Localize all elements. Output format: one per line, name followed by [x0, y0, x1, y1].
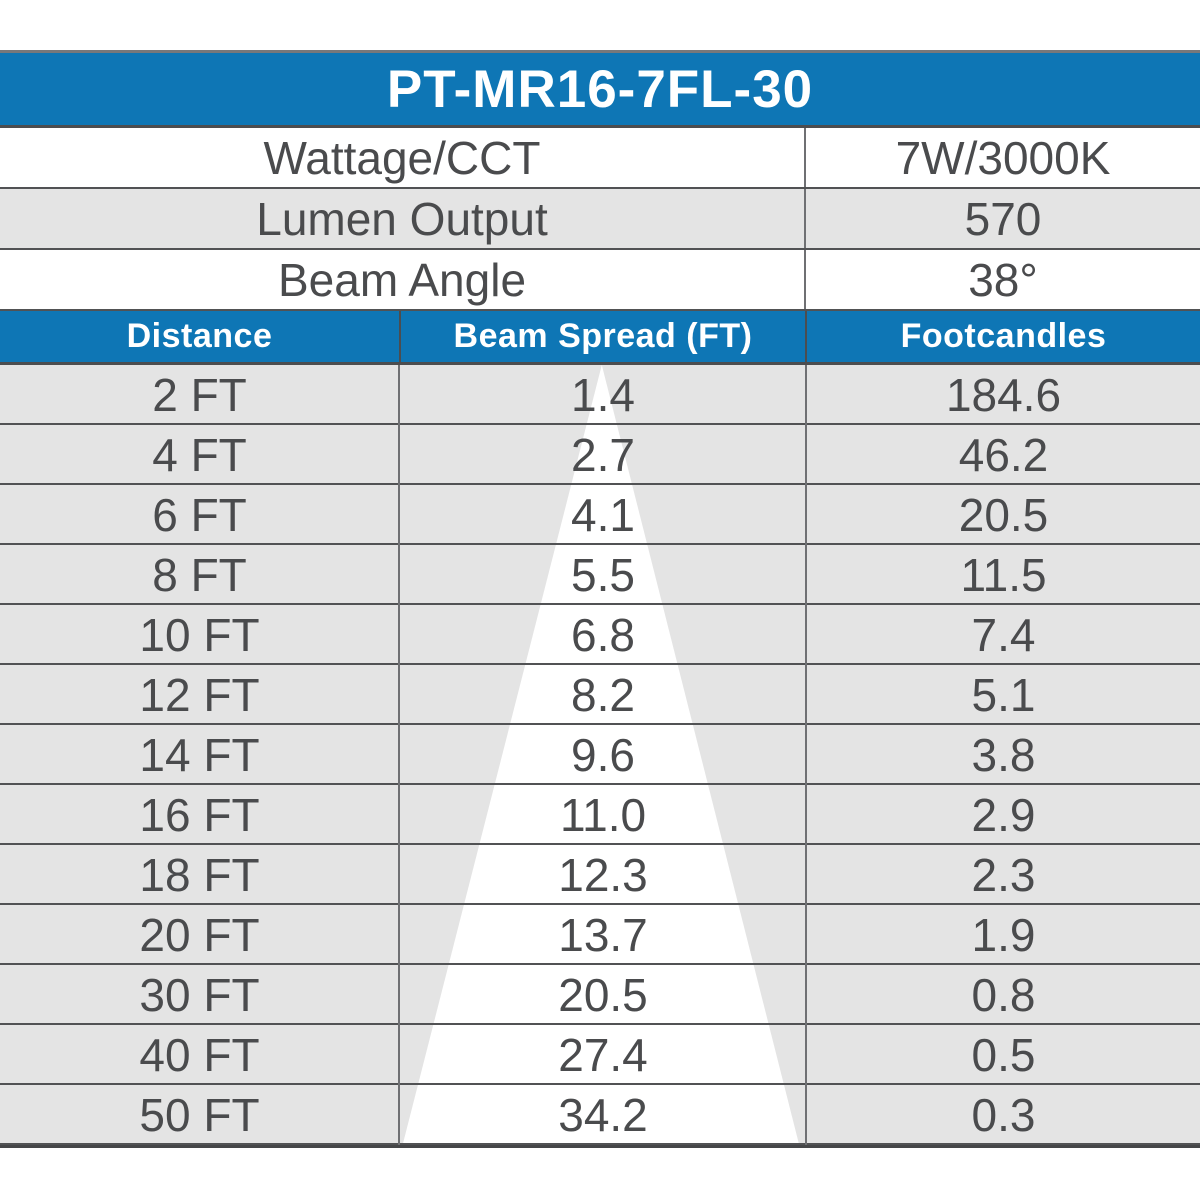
- beam-spread-cell: 11.0: [559, 789, 647, 841]
- footcandles-cell: 2.9: [971, 789, 1036, 841]
- table-row: 50 FT 34.2 0.3: [0, 1085, 1200, 1145]
- spec-row-wattage: Wattage/CCT 7W/3000K: [0, 128, 1200, 189]
- footcandles-cell: 0.8: [971, 969, 1036, 1021]
- distance-cell: 4 FT: [152, 429, 247, 481]
- column-divider-left: [398, 365, 400, 1145]
- spec-row-beam-angle: Beam Angle 38°: [0, 250, 1200, 311]
- table-row: 10 FT 6.8 7.4: [0, 605, 1200, 665]
- beam-spread-cell: 12.3: [558, 849, 648, 901]
- spec-value-beam-angle: 38°: [968, 253, 1038, 306]
- footcandles-cell: 1.9: [971, 909, 1036, 961]
- beam-spread-cell: 5.5: [571, 549, 635, 601]
- row-grid-lines: [0, 365, 1200, 1145]
- model-title-band: PT-MR16-7FL-30: [0, 53, 1200, 128]
- beam-spread-cell: 2.7: [571, 429, 635, 481]
- footcandles-cell: 0.3: [971, 1089, 1036, 1141]
- spec-value-wattage: 7W/3000K: [895, 131, 1111, 184]
- table-row: 6 FT 4.1 20.5: [0, 485, 1200, 545]
- distance-cell: 30 FT: [139, 969, 260, 1021]
- distance-cell: 14 FT: [139, 729, 260, 781]
- table-row: 40 FT 27.4 0.5: [0, 1025, 1200, 1085]
- spec-label-beam-angle: Beam Angle: [0, 250, 806, 309]
- table-row: 14 FT 9.6 3.8: [0, 725, 1200, 785]
- footcandles-cell: 184.6: [945, 369, 1062, 421]
- footcandles-cell: 3.8: [971, 729, 1036, 781]
- beam-spread-cell: 4.1: [571, 489, 635, 541]
- model-number: PT-MR16-7FL-30: [386, 59, 814, 119]
- distance-cell: 6 FT: [152, 489, 247, 541]
- table-row: 18 FT 12.3 2.3: [0, 845, 1200, 905]
- distance-cell: 20 FT: [139, 909, 260, 961]
- column-divider-right: [805, 365, 807, 1145]
- beam-spread-cell: 1.4: [571, 369, 635, 421]
- beam-spread-cell: 34.2: [558, 1089, 648, 1141]
- table-row: 16 FT 11.0 2.9: [0, 785, 1200, 845]
- footcandles-cell: 5.1: [971, 669, 1036, 721]
- footcandles-cell: 20.5: [958, 489, 1049, 541]
- spec-label-lumen: Lumen Output: [0, 189, 806, 248]
- spec-value-lumen: 570: [964, 192, 1042, 245]
- table-row: 8 FT 5.5 11.5: [0, 545, 1200, 605]
- distance-cell: 50 FT: [139, 1089, 260, 1141]
- footcandles-cell: 7.4: [971, 609, 1036, 661]
- photometric-table: PT-MR16-7FL-30 Wattage/CCT 7W/3000K Lume…: [0, 50, 1200, 1148]
- spec-label-wattage: Wattage/CCT: [0, 128, 806, 187]
- beam-spread-cell: 20.5: [558, 969, 648, 1021]
- table-row: 2 FT 1.4 184.6: [0, 365, 1200, 425]
- distance-cell: 40 FT: [139, 1029, 260, 1081]
- footcandles-cell: 11.5: [960, 549, 1047, 601]
- column-header-distance: Distance: [126, 317, 273, 355]
- beam-spread-cell: 27.4: [558, 1029, 648, 1081]
- photometric-data-section: 2 FT 1.4 184.6 4 FT 2.7 46.2 6 FT 4.1 20…: [0, 365, 1200, 1145]
- column-header-beam-spread: Beam Spread (FT): [399, 311, 807, 362]
- photometric-data-grid: 2 FT 1.4 184.6 4 FT 2.7 46.2 6 FT 4.1 20…: [0, 365, 1200, 1145]
- distance-cell: 12 FT: [139, 669, 260, 721]
- footcandles-cell: 2.3: [971, 849, 1036, 901]
- table-column-header: Distance Beam Spread (FT) Footcandles: [0, 311, 1200, 365]
- beam-spread-cell: 6.8: [571, 609, 635, 661]
- distance-cell: 2 FT: [152, 369, 247, 421]
- table-row: 20 FT 13.7 1.9: [0, 905, 1200, 965]
- table-row: 12 FT 8.2 5.1: [0, 665, 1200, 725]
- distance-cell: 10 FT: [139, 609, 260, 661]
- beam-spread-cell: 13.7: [558, 909, 648, 961]
- beam-spread-cell: 8.2: [571, 669, 635, 721]
- distance-cell: 18 FT: [139, 849, 260, 901]
- table-row: 4 FT 2.7 46.2: [0, 425, 1200, 485]
- column-header-footcandles: Footcandles: [900, 317, 1107, 355]
- beam-spread-cell: 9.6: [571, 729, 635, 781]
- footcandles-cell: 0.5: [971, 1029, 1036, 1081]
- distance-cell: 8 FT: [152, 549, 247, 601]
- table-row: 30 FT 20.5 0.8: [0, 965, 1200, 1025]
- footcandles-cell: 46.2: [958, 429, 1049, 481]
- distance-cell: 16 FT: [139, 789, 260, 841]
- spec-row-lumen: Lumen Output 570: [0, 189, 1200, 250]
